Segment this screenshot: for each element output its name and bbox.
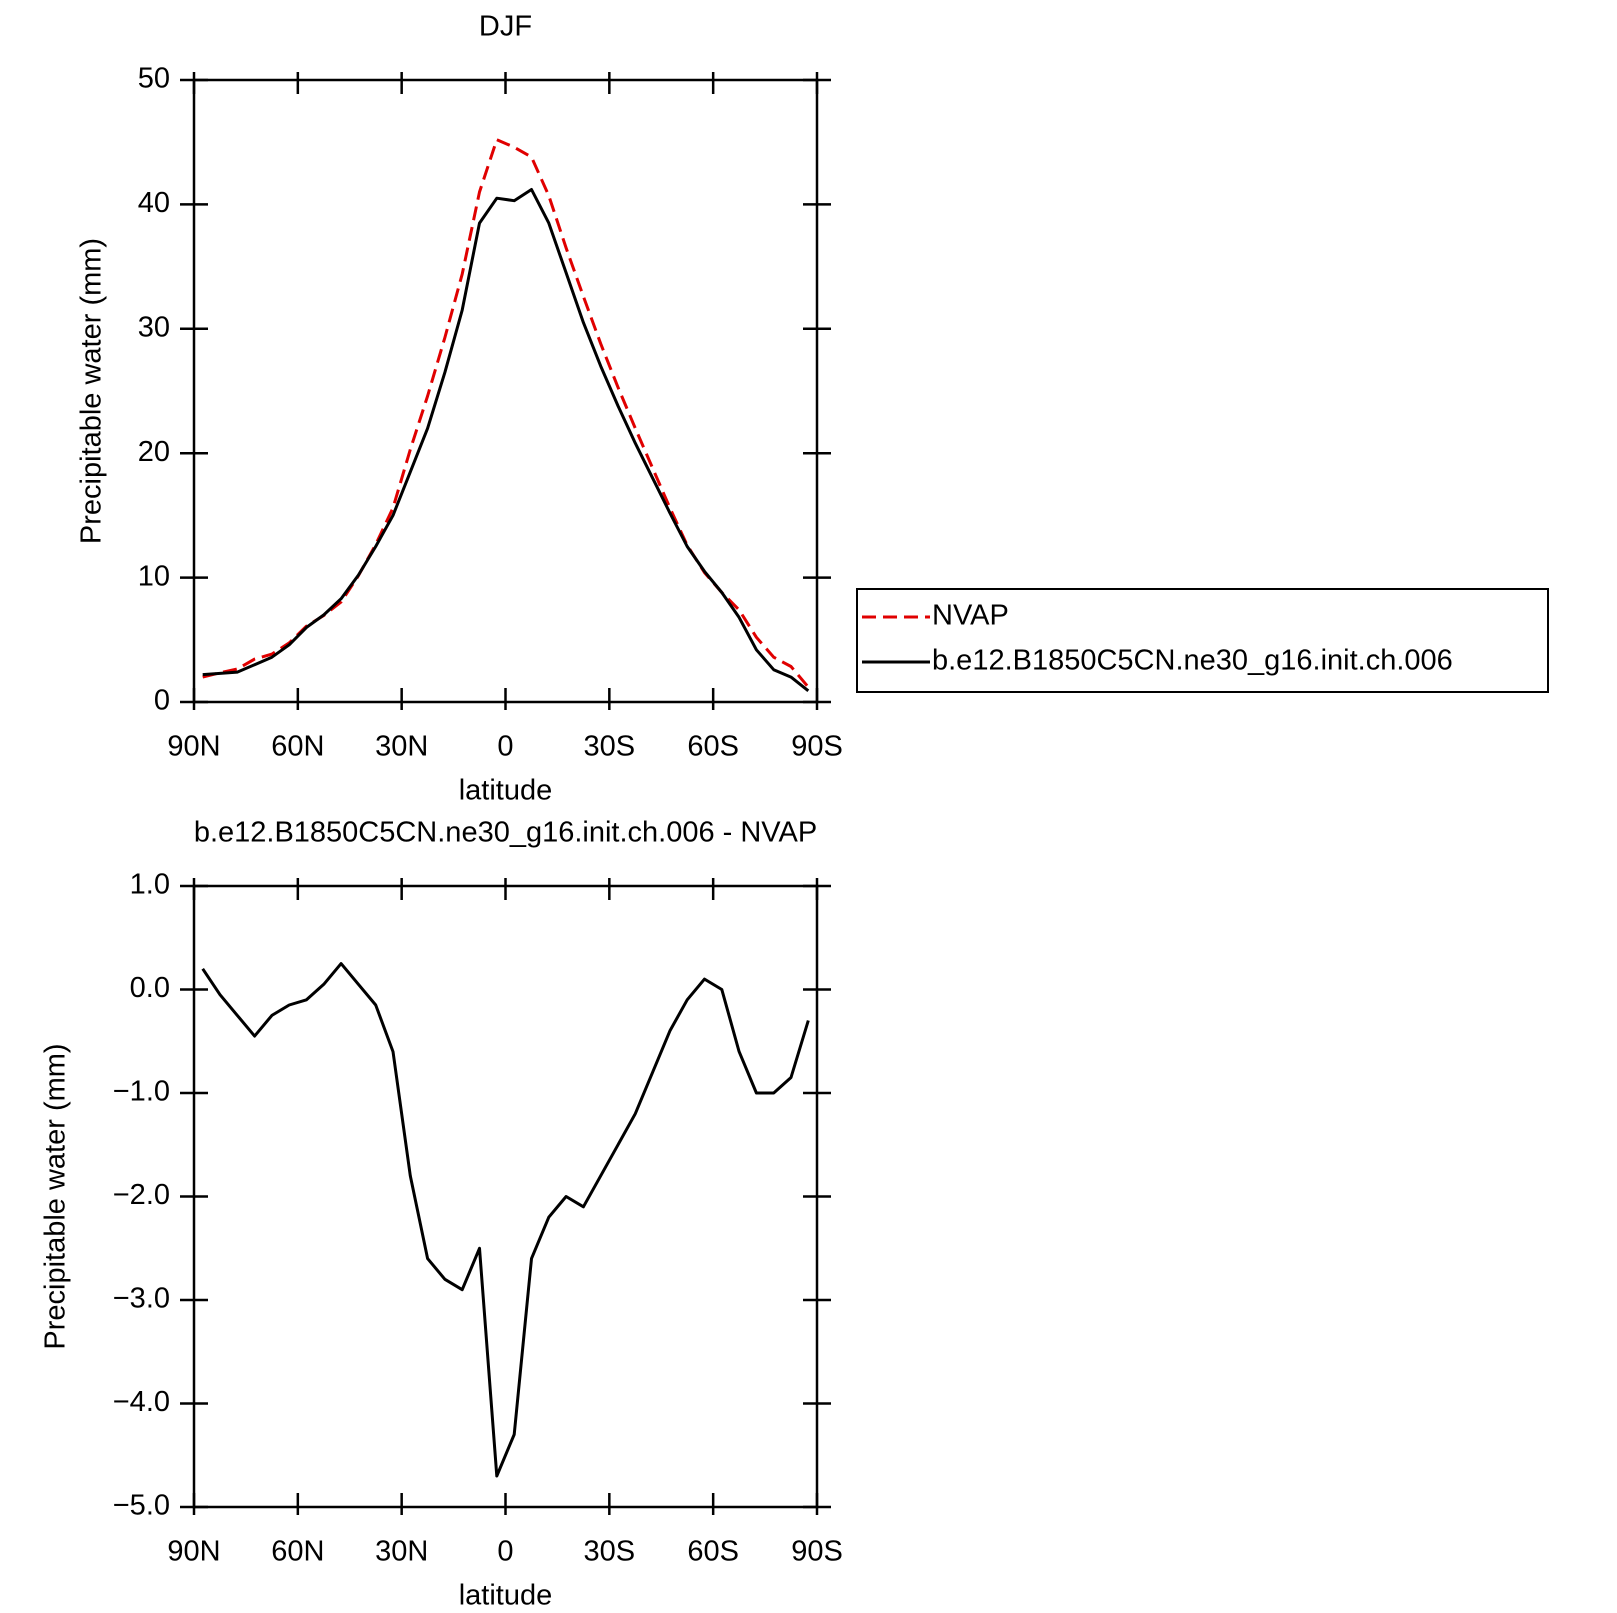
x-tick-label: 60N — [271, 731, 324, 763]
x-tick-label: 90S — [791, 1536, 843, 1568]
x-axis-label: latitude — [459, 1580, 553, 1612]
x-tick-label: 90S — [791, 731, 843, 763]
x-axis-label: latitude — [459, 775, 553, 807]
legend-box — [856, 588, 1549, 693]
x-tick-label: 90N — [167, 731, 220, 763]
legend-label: NVAP — [932, 600, 1009, 632]
y-axis-label: Precipitable water (mm) — [40, 1043, 72, 1349]
y-tick-label: −3.0 — [113, 1283, 170, 1315]
y-tick-label: −4.0 — [113, 1386, 170, 1418]
x-tick-label: 60S — [687, 731, 739, 763]
x-tick-label: 90N — [167, 1536, 220, 1568]
data-line — [202, 138, 810, 689]
x-tick-label: 0 — [497, 1536, 513, 1568]
y-axis-label: Precipitable water (mm) — [76, 238, 108, 544]
y-tick-label: −1.0 — [113, 1076, 170, 1108]
legend-label: b.e12.B1850C5CN.ne30_g16.init.ch.006 — [932, 645, 1453, 677]
x-tick-label: 30N — [375, 731, 428, 763]
y-tick-label: 0.0 — [130, 972, 170, 1004]
x-tick-label: 30S — [584, 1536, 636, 1568]
y-tick-label: 0 — [154, 685, 170, 717]
chart-title: b.e12.B1850C5CN.ne30_g16.init.ch.006 - N… — [194, 817, 817, 849]
x-tick-label: 30N — [375, 1536, 428, 1568]
data-line — [201, 962, 810, 1478]
y-tick-label: 30 — [138, 311, 170, 343]
data-line — [202, 188, 810, 692]
x-tick-label: 60S — [687, 1536, 739, 1568]
y-tick-label: 50 — [138, 63, 170, 95]
y-tick-label: 40 — [138, 187, 170, 219]
plot-frame — [192, 884, 819, 1509]
y-tick-label: −5.0 — [113, 1490, 170, 1522]
y-tick-label: 20 — [138, 436, 170, 468]
y-tick-label: 10 — [138, 560, 170, 592]
x-tick-label: 60N — [271, 1536, 324, 1568]
chart-title: DJF — [479, 11, 532, 43]
y-tick-label: −2.0 — [113, 1179, 170, 1211]
x-tick-label: 0 — [497, 731, 513, 763]
x-tick-label: 30S — [584, 731, 636, 763]
y-tick-label: 1.0 — [130, 869, 170, 901]
plot-frame — [192, 78, 819, 704]
